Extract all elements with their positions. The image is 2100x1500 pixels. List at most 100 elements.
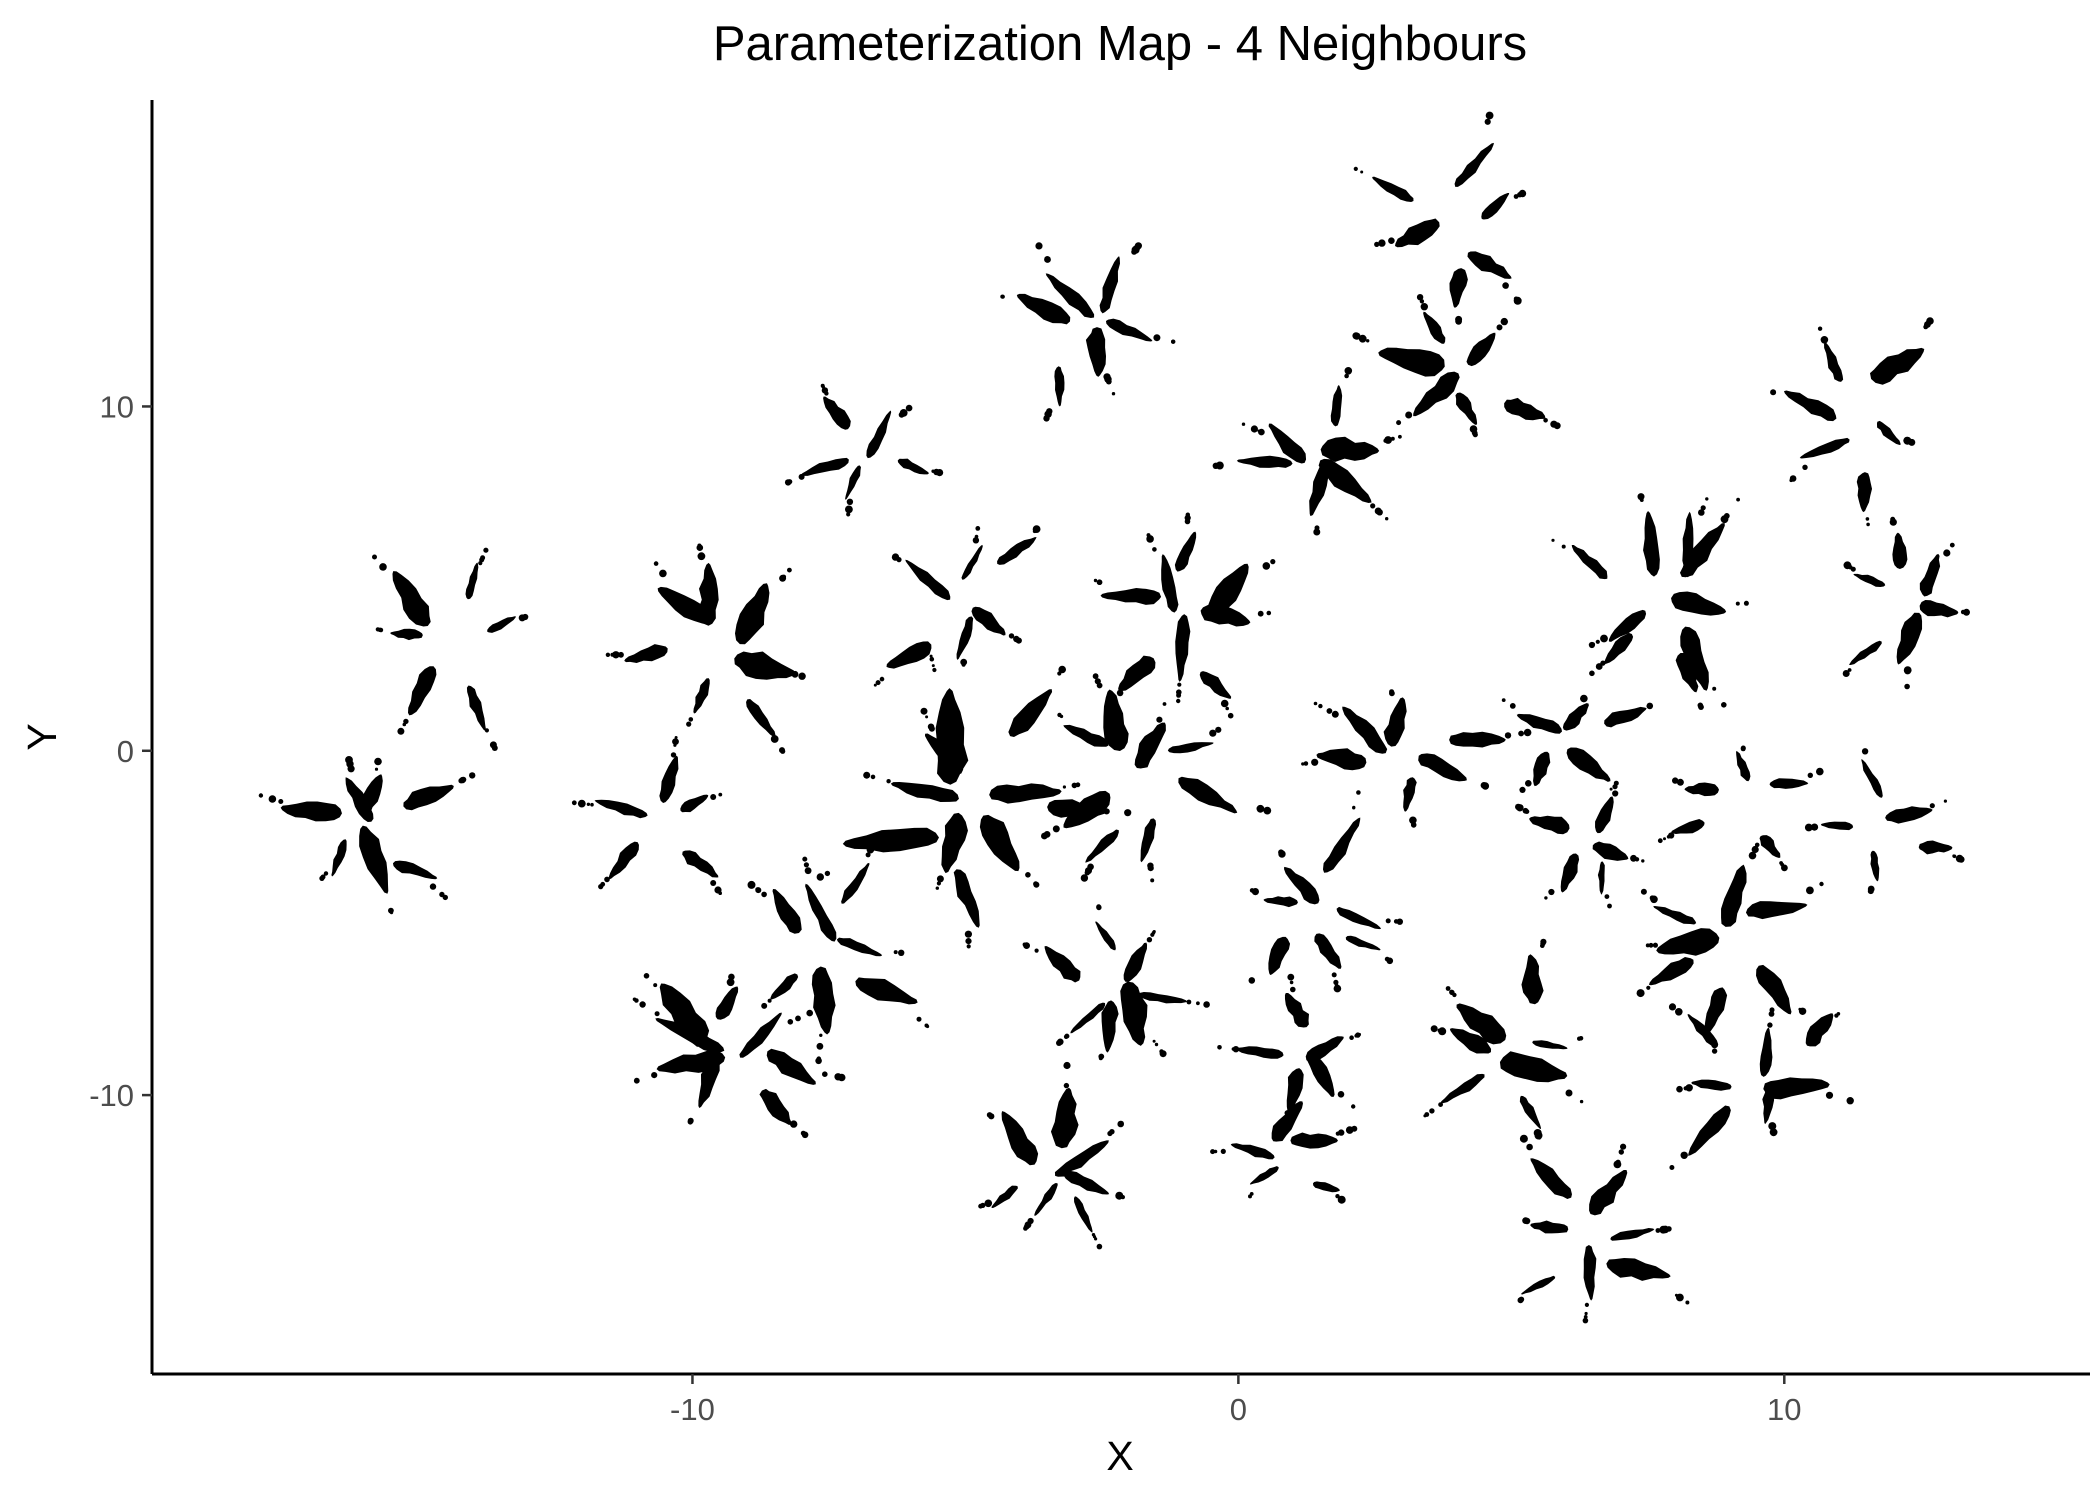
point-cluster <box>784 383 944 517</box>
data-point <box>1648 942 1654 948</box>
data-point <box>1248 977 1256 984</box>
data-point <box>1420 303 1429 311</box>
point-blob <box>1140 818 1157 863</box>
data-point <box>1807 772 1814 778</box>
point-blob <box>886 641 932 669</box>
data-point <box>653 983 658 988</box>
point-blob <box>1756 964 1792 1015</box>
plot-area <box>258 111 1970 1324</box>
point-blob <box>842 827 939 853</box>
point-blob <box>1236 455 1293 468</box>
data-point <box>1550 420 1558 428</box>
data-point <box>1326 708 1333 714</box>
data-point <box>379 563 387 571</box>
data-point <box>1116 689 1124 697</box>
data-point <box>1385 517 1389 521</box>
point-blob <box>1054 366 1065 407</box>
point-blob <box>1869 347 1925 385</box>
data-point <box>374 767 379 771</box>
data-point <box>670 752 677 758</box>
data-point <box>1349 1035 1354 1040</box>
data-point <box>1383 438 1388 443</box>
point-blob <box>1199 671 1232 699</box>
data-point <box>697 543 702 548</box>
data-point <box>929 656 935 662</box>
data-point <box>1249 1192 1254 1196</box>
data-point <box>1380 240 1386 245</box>
point-blob <box>1687 1014 1719 1048</box>
data-point <box>1209 729 1217 737</box>
y-tick-label: 0 <box>117 734 134 769</box>
point-blob <box>890 781 959 803</box>
data-point <box>1370 503 1376 509</box>
data-point <box>1416 294 1424 301</box>
data-point <box>1034 948 1039 953</box>
data-point <box>1335 1194 1340 1199</box>
data-point <box>1584 1302 1589 1307</box>
data-point <box>1023 1224 1030 1230</box>
data-point <box>802 856 808 862</box>
point-cluster <box>1770 317 1934 527</box>
point-blob <box>1918 840 1953 855</box>
data-point <box>1058 665 1066 674</box>
data-point <box>1780 862 1785 867</box>
point-blob <box>1919 553 1941 597</box>
data-point <box>653 561 659 566</box>
data-point <box>819 1033 823 1038</box>
data-point <box>1526 1143 1533 1151</box>
point-cluster <box>1668 1003 1854 1170</box>
point-blob <box>1759 835 1781 858</box>
point-blob <box>1095 921 1116 951</box>
point-blob <box>1656 928 1720 956</box>
data-point <box>1345 368 1351 374</box>
data-point <box>1519 1134 1528 1143</box>
data-point <box>1612 784 1618 790</box>
data-point <box>824 870 831 877</box>
point-blob <box>1418 753 1467 782</box>
data-point <box>1293 1078 1299 1083</box>
point-blob <box>1653 905 1697 925</box>
point-blob <box>1322 817 1361 873</box>
point-blob <box>1519 1095 1541 1130</box>
data-point <box>1736 497 1740 502</box>
x-axis-title: X <box>1106 1433 1133 1479</box>
point-blob <box>805 883 837 942</box>
point-blob <box>1504 397 1546 421</box>
data-point <box>1516 804 1524 812</box>
point-blob <box>1824 342 1844 382</box>
data-point <box>1290 986 1296 993</box>
data-point <box>1096 579 1103 585</box>
data-point <box>429 883 437 890</box>
data-point <box>1257 610 1264 617</box>
data-point <box>893 950 898 955</box>
data-point <box>924 1023 929 1028</box>
data-point <box>803 862 810 868</box>
data-point <box>687 1117 694 1124</box>
data-point <box>1176 689 1182 695</box>
point-blob <box>1853 573 1886 587</box>
data-point <box>718 792 723 797</box>
point-blob <box>1589 1169 1628 1216</box>
x-tick-label: 0 <box>1230 1392 1247 1427</box>
data-point <box>1485 111 1494 120</box>
data-point <box>1405 411 1413 419</box>
point-blob <box>1063 790 1111 829</box>
data-point <box>1943 799 1947 803</box>
data-point <box>1080 874 1089 882</box>
point-blob <box>1268 423 1307 464</box>
point-blob <box>1560 853 1580 893</box>
data-point <box>1124 809 1132 817</box>
data-point <box>605 652 611 657</box>
point-blob <box>1466 332 1496 367</box>
point-blob <box>770 973 799 1000</box>
data-point <box>1356 790 1361 795</box>
data-point <box>931 469 935 473</box>
data-point <box>1025 872 1031 878</box>
data-point <box>1636 989 1645 998</box>
point-cluster <box>1301 689 1532 828</box>
point-blob <box>1704 987 1728 1036</box>
point-blob <box>953 869 980 928</box>
data-point <box>1770 1127 1776 1133</box>
data-point <box>821 385 825 389</box>
